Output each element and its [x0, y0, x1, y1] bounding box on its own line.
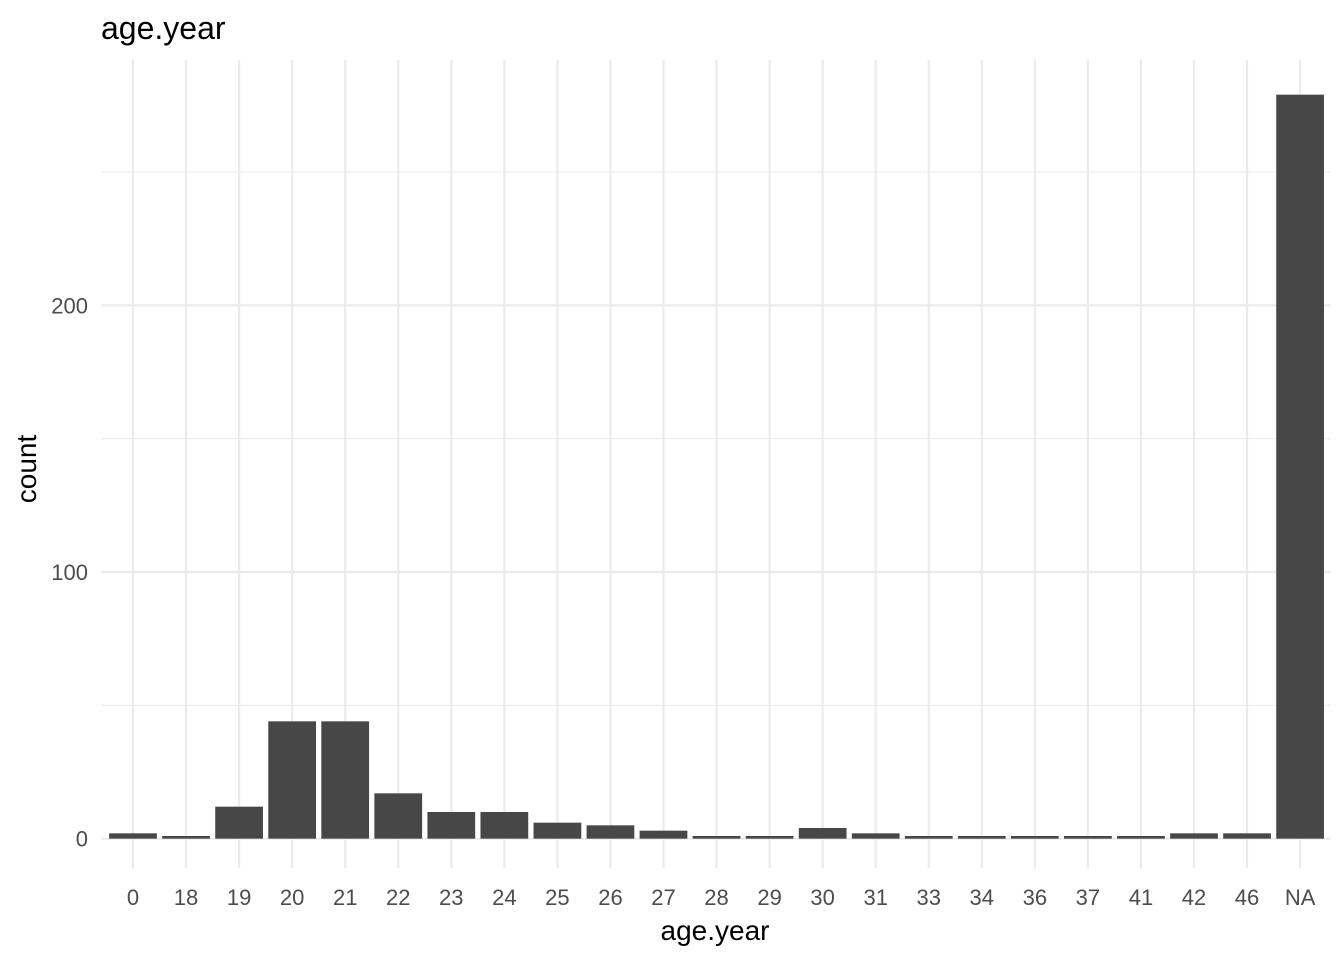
x-tick-label: 34 [970, 885, 994, 910]
bar [480, 812, 529, 839]
y-tick-label: 100 [51, 560, 88, 585]
x-tick-label: 23 [439, 885, 463, 910]
bar [851, 833, 900, 839]
x-tick-label: 42 [1182, 885, 1206, 910]
y-tick-label: 0 [76, 827, 88, 852]
bar [639, 830, 688, 839]
x-tick-label: 37 [1076, 885, 1100, 910]
x-tick-label: 30 [810, 885, 834, 910]
x-tick-label: 36 [1023, 885, 1047, 910]
bar [533, 822, 582, 839]
bar [1170, 833, 1218, 839]
bar [321, 721, 370, 839]
bar [427, 812, 476, 839]
x-tick-label: NA [1285, 885, 1316, 910]
x-axis-ticks: 0 18 19 20 21 22 23 24 25 26 27 28 29 30 31 33 34 36 37 41 4… [127, 885, 1316, 910]
chart-title: age.year [101, 10, 226, 46]
y-axis-ticks: 0 100 200 [51, 293, 88, 851]
bar [1223, 833, 1271, 839]
x-tick-label: 20 [280, 885, 304, 910]
x-tick-label: 33 [917, 885, 941, 910]
x-tick-label: 31 [863, 885, 887, 910]
x-tick-label: 29 [757, 885, 781, 910]
x-tick-label: 46 [1235, 885, 1259, 910]
x-tick-label: 28 [704, 885, 728, 910]
x-tick-label: 41 [1129, 885, 1153, 910]
y-tick-label: 200 [51, 293, 88, 318]
bar [215, 806, 263, 839]
x-tick-label: 25 [545, 885, 569, 910]
bar [904, 836, 953, 839]
x-tick-label: 24 [492, 885, 516, 910]
bar [162, 836, 210, 839]
y-axis-title: count [11, 435, 42, 504]
bar [745, 836, 794, 839]
bar [1117, 836, 1165, 839]
x-axis-title: age.year [661, 915, 770, 946]
x-tick-label: 22 [386, 885, 410, 910]
bar [1064, 836, 1112, 839]
bar [1276, 94, 1324, 839]
x-tick-label: 18 [174, 885, 198, 910]
bar [1010, 836, 1059, 839]
bar [268, 721, 317, 839]
x-tick-label: 27 [651, 885, 675, 910]
x-tick-label: 21 [333, 885, 357, 910]
bar [798, 828, 847, 839]
bars [109, 94, 1324, 839]
bar [692, 836, 741, 839]
bar [957, 836, 1006, 839]
bar [374, 793, 423, 839]
bar [586, 825, 635, 839]
x-tick-label: 26 [598, 885, 622, 910]
bar [109, 833, 157, 839]
x-tick-label: 19 [227, 885, 251, 910]
x-tick-label: 0 [127, 885, 139, 910]
